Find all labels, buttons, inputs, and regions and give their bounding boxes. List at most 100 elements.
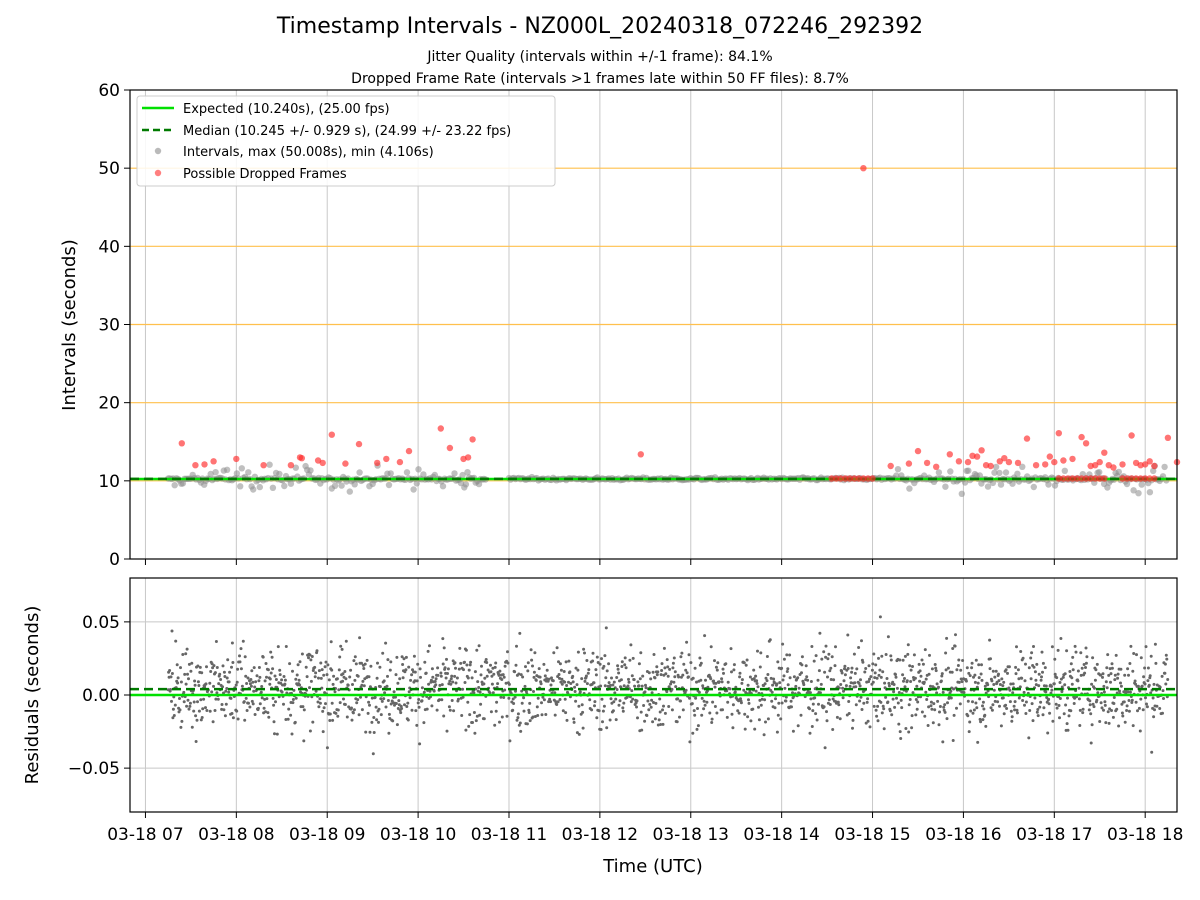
- residual-point: [412, 654, 416, 658]
- residual-point: [338, 655, 342, 659]
- residual-point: [480, 680, 484, 684]
- dropped-frame-point: [1078, 475, 1085, 482]
- residual-point: [519, 673, 523, 677]
- residual-point: [264, 662, 268, 665]
- residual-point: [290, 732, 294, 736]
- residual-point: [952, 687, 956, 691]
- residual-point: [330, 668, 334, 672]
- residual-point: [1164, 653, 1168, 657]
- residual-point: [645, 714, 649, 717]
- legend: Expected (10.240s), (25.00 fps) Median (…: [136, 95, 556, 187]
- residual-point: [637, 684, 641, 688]
- residual-point: [179, 666, 182, 670]
- residual-point: [786, 667, 790, 671]
- legend-median-label: Median (10.245 +/- 0.929 s), (24.99 +/- …: [183, 124, 511, 139]
- residual-point: [764, 720, 767, 724]
- residual-point: [268, 677, 272, 681]
- residual-point: [957, 658, 961, 662]
- residual-point: [802, 683, 806, 687]
- residual-point: [420, 686, 424, 690]
- interval-point: [171, 482, 178, 489]
- residual-point: [341, 672, 345, 676]
- residual-point: [694, 696, 698, 700]
- residual-point: [468, 663, 472, 667]
- residual-point: [1161, 711, 1164, 715]
- residual-point: [1165, 657, 1169, 661]
- residual-point: [1029, 677, 1033, 681]
- residual-point: [1147, 683, 1151, 687]
- residual-point: [739, 701, 743, 705]
- interval-point: [1150, 467, 1157, 475]
- residual-point: [853, 671, 857, 675]
- residual-point: [800, 663, 804, 667]
- residual-point: [1050, 645, 1054, 649]
- residual-point: [1032, 645, 1035, 648]
- residual-point: [387, 712, 391, 716]
- residual-point: [665, 658, 669, 662]
- residual-point: [783, 686, 787, 690]
- residual-point: [239, 647, 243, 651]
- residual-point: [672, 680, 676, 684]
- residual-point: [878, 668, 882, 672]
- residual-point: [430, 667, 434, 671]
- residual-point: [409, 678, 413, 682]
- residual-point: [1056, 648, 1060, 652]
- residual-point: [244, 696, 248, 700]
- residual-point: [445, 729, 449, 733]
- residual-point: [335, 677, 339, 681]
- residual-point: [565, 684, 569, 687]
- residual-point: [991, 669, 995, 673]
- residual-point: [879, 675, 883, 679]
- residual-point: [1096, 691, 1100, 695]
- bottom-xtick-label-4: 03-18 11: [471, 825, 547, 845]
- residual-point: [623, 663, 627, 667]
- residual-point: [726, 680, 730, 684]
- residual-point: [511, 708, 515, 712]
- residual-point: [524, 665, 527, 669]
- residual-point: [417, 705, 421, 709]
- residual-point: [703, 703, 707, 707]
- residual-point: [753, 727, 757, 731]
- residual-point: [392, 690, 396, 694]
- residual-point: [999, 724, 1003, 728]
- interval-point: [1123, 480, 1131, 488]
- interval-point: [989, 479, 997, 487]
- residual-point: [695, 727, 699, 731]
- dropped-frame-point: [1060, 475, 1067, 482]
- residual-point: [817, 702, 820, 706]
- interval-point: [1061, 467, 1069, 474]
- residual-point: [1113, 678, 1117, 682]
- legend-intervals-swatch: [154, 147, 162, 155]
- residual-point: [587, 668, 591, 672]
- residual-point: [1013, 708, 1017, 712]
- residual-point: [1034, 683, 1038, 687]
- residual-point: [679, 699, 682, 703]
- residual-point: [500, 715, 504, 719]
- dropped-frame-point: [869, 475, 876, 482]
- residual-point: [1166, 678, 1170, 681]
- residual-point: [274, 678, 278, 681]
- interval-point: [906, 485, 913, 492]
- residual-point: [413, 679, 417, 683]
- residual-point: [501, 673, 505, 677]
- bottom-xtick-label-6: 03-18 13: [653, 825, 729, 845]
- residual-point: [464, 648, 468, 652]
- interval-point: [238, 465, 245, 472]
- residual-point: [766, 717, 770, 721]
- bottom-xtick-label-2: 03-18 09: [289, 825, 365, 845]
- residual-point: [828, 703, 832, 706]
- residual-point: [1001, 696, 1005, 700]
- residual-point: [829, 678, 833, 681]
- residual-point: [544, 713, 548, 716]
- dropped-frame-point: [1110, 464, 1117, 471]
- residual-point: [366, 711, 370, 715]
- residual-point: [591, 651, 595, 655]
- residual-point: [1152, 682, 1156, 686]
- residual-point: [759, 703, 763, 707]
- residual-point: [1127, 673, 1130, 677]
- residual-point: [257, 666, 261, 669]
- residual-point: [899, 698, 903, 702]
- residual-point: [1017, 696, 1021, 700]
- residual-point: [901, 673, 905, 677]
- residual-point: [531, 715, 535, 719]
